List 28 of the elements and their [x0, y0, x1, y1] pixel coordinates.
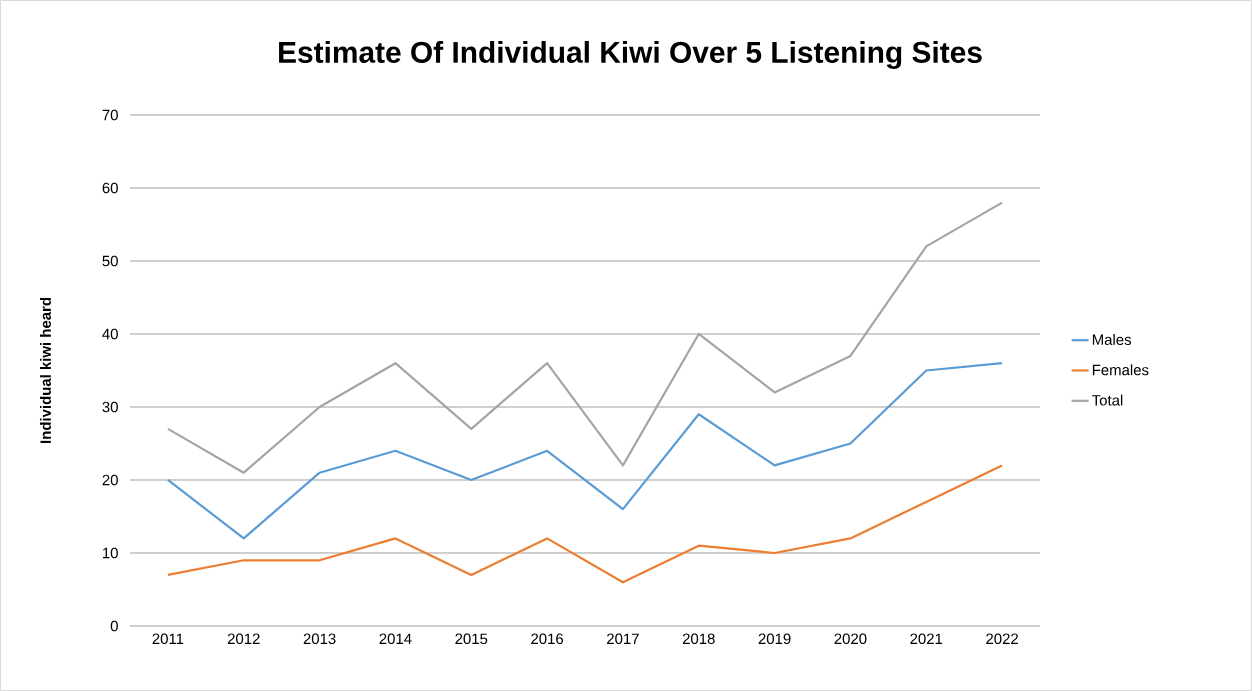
x-tick-label: 2015 — [455, 633, 488, 645]
x-tick-label: 2016 — [531, 633, 564, 645]
line-series — [166, 464, 1004, 584]
line-series — [166, 201, 1004, 474]
y-tick-label: 40 — [102, 328, 118, 340]
x-tick-label: 2014 — [379, 633, 412, 645]
line-series — [166, 362, 1004, 540]
legend-label: Females — [1092, 364, 1149, 376]
y-tick-label: 50 — [102, 255, 118, 267]
y-tick-label: 20 — [102, 474, 118, 486]
chart-title: Estimate Of Individual Kiwi Over 5 Listening Sites — [279, 40, 982, 69]
y-tick-label: 70 — [102, 109, 118, 121]
x-tick-label: 2022 — [986, 633, 1018, 645]
y-tick-label: 30 — [102, 401, 118, 413]
y-tick-label: 60 — [102, 182, 118, 194]
legend-label: Males — [1092, 334, 1132, 345]
x-tick-label: 2019 — [758, 633, 791, 645]
legend-label: Total — [1092, 394, 1123, 406]
x-tick-label: 2011 — [152, 633, 184, 645]
x-tick-label: 2021 — [910, 633, 943, 645]
y-tick-label: 0 — [110, 620, 118, 632]
x-tick-label: 2012 — [227, 633, 260, 645]
y-axis-title: Individual kiwi heard — [39, 297, 51, 443]
x-tick-label: 2020 — [834, 633, 867, 645]
x-tick-label: 2013 — [303, 633, 336, 645]
x-tick-label: 2018 — [682, 633, 715, 645]
y-tick-label: 10 — [103, 547, 118, 559]
x-tick-label: 2017 — [607, 633, 639, 645]
